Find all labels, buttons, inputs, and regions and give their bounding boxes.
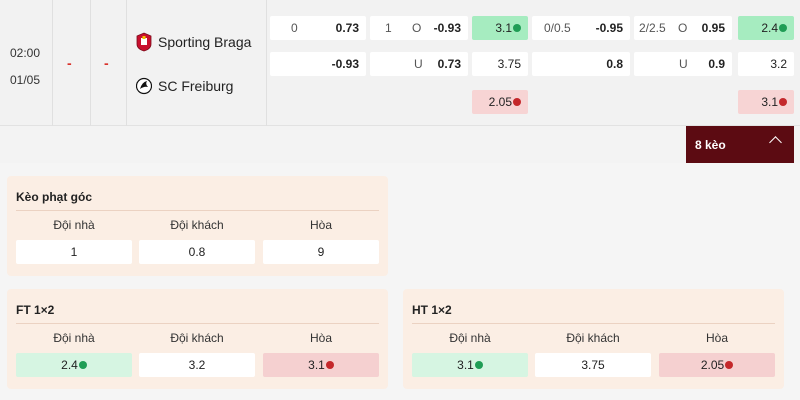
kickoff-date: 01/05: [10, 73, 41, 87]
ht-1x2-away-odds: 3.2: [770, 57, 787, 71]
match-row: 02:00 01/05 - - Sporting Braga SC Freibu…: [0, 0, 800, 126]
ft-1x2-draw[interactable]: 2.05: [472, 90, 528, 114]
more-odds-button[interactable]: 8 kèo: [686, 126, 794, 163]
corner-draw-odds[interactable]: 9: [263, 240, 379, 264]
freiburg-crest-icon: [136, 77, 152, 95]
ht-home-odds[interactable]: 3.1: [412, 353, 528, 377]
away-score: -: [104, 55, 109, 71]
ht-handicap-home[interactable]: 0/0.5 -0.95: [532, 16, 630, 40]
ht-away-odds[interactable]: 3.75: [535, 353, 651, 377]
ft-1x2-away[interactable]: 3.75: [472, 52, 528, 76]
ht-1x2-draw-odds: 3.1: [761, 95, 787, 109]
ft-handicap-away[interactable]: -0.93: [270, 52, 366, 76]
col-head-away: Đội khách: [170, 331, 224, 345]
ht-1x2-card: HT 1×2 Đội nhà Đội khách Hòa 3.1 3.75 2.…: [403, 289, 784, 389]
chevron-up-icon[interactable]: [769, 136, 782, 149]
column-divider: [90, 0, 91, 126]
column-divider: [52, 0, 53, 126]
col-head-home: Đội nhà: [53, 331, 95, 345]
col-head-away: Đội khách: [170, 218, 224, 232]
away-team-name: SC Freiburg: [158, 78, 234, 94]
ht-1x2-draw[interactable]: 3.1: [738, 90, 794, 114]
ft-1x2-draw-odds: 2.05: [489, 95, 521, 109]
col-head-home: Đội nhà: [449, 331, 491, 345]
braga-crest-icon: [136, 32, 152, 52]
ft-handicap-line: 0: [291, 21, 298, 35]
away-team[interactable]: SC Freiburg: [136, 76, 233, 96]
column-divider: [126, 0, 127, 126]
ft-under[interactable]: U 0.73: [370, 52, 468, 76]
ft-over-label: O: [412, 21, 422, 35]
kickoff-time: 02:00 01/05: [10, 40, 40, 94]
ht-handicap-away-odds: 0.8: [606, 57, 623, 71]
corner-card-title: Kèo phạt góc: [16, 190, 93, 204]
ht-over-label: O: [678, 21, 688, 35]
ft-handicap-home-odds: 0.73: [335, 21, 359, 35]
ht-under-label: U: [679, 57, 688, 71]
ft-home-odds-value: 2.4: [61, 358, 87, 372]
home-team[interactable]: Sporting Braga: [136, 32, 251, 52]
ft-draw-odds[interactable]: 3.1: [263, 353, 379, 377]
corner-odds-card: Kèo phạt góc Đội nhà Đội khách Hòa 1 0.8…: [7, 176, 388, 276]
ht-over-odds: 0.95: [701, 21, 725, 35]
ft-1x2-home[interactable]: 3.1: [472, 16, 528, 40]
ht-handicap-line: 0/0.5: [544, 21, 571, 35]
ft-handicap-home[interactable]: 0 0.73: [270, 16, 366, 40]
col-head-draw: Hòa: [705, 331, 728, 345]
card-divider: [16, 210, 379, 211]
ht-over[interactable]: 2/2.5 O 0.95: [634, 16, 732, 40]
ht-ou-line: 2/2.5: [639, 21, 666, 35]
ft-under-odds: 0.73: [437, 57, 461, 71]
ft-under-label: U: [414, 57, 423, 71]
home-score: -: [67, 55, 72, 71]
ht-under-odds: 0.9: [708, 57, 725, 71]
ht-card-title: HT 1×2: [412, 303, 452, 317]
corner-away-odds[interactable]: 0.8: [139, 240, 255, 264]
ft-away-odds[interactable]: 3.2: [139, 353, 255, 377]
ft-over[interactable]: 1 O -0.93: [370, 16, 468, 40]
ht-home-odds-value: 3.1: [457, 358, 483, 372]
ht-1x2-away[interactable]: 3.2: [738, 52, 794, 76]
ft-over-odds: -0.93: [433, 21, 461, 35]
column-divider: [266, 0, 267, 126]
ht-1x2-home-odds: 2.4: [761, 21, 787, 35]
ht-handicap-home-odds: -0.95: [595, 21, 623, 35]
kickoff-hour: 02:00: [10, 46, 41, 60]
col-head-draw: Hòa: [309, 331, 332, 345]
col-head-home: Đội nhà: [53, 218, 95, 232]
expanded-odds-panel: Kèo phạt góc Đội nhà Đội khách Hòa 1 0.8…: [0, 163, 800, 400]
ht-draw-odds-value: 2.05: [701, 358, 733, 372]
ft-handicap-away-odds: -0.93: [331, 57, 359, 71]
corner-home-odds[interactable]: 1: [16, 240, 132, 264]
ft-home-odds[interactable]: 2.4: [16, 353, 132, 377]
col-head-away: Đội khách: [566, 331, 620, 345]
ht-under[interactable]: U 0.9: [634, 52, 732, 76]
ht-handicap-away[interactable]: 0.8: [532, 52, 630, 76]
ft-1x2-card: FT 1×2 Đội nhà Đội khách Hòa 2.4 3.2 3.1: [7, 289, 388, 389]
ht-draw-odds[interactable]: 2.05: [659, 353, 775, 377]
more-odds-label: 8 kèo: [695, 137, 726, 152]
ft-1x2-away-odds: 3.75: [497, 57, 521, 71]
col-head-draw: Hòa: [309, 218, 332, 232]
home-team-name: Sporting Braga: [158, 34, 252, 50]
card-divider: [412, 323, 775, 324]
card-divider: [16, 323, 379, 324]
ft-1x2-home-odds: 3.1: [495, 21, 521, 35]
ft-card-title: FT 1×2: [16, 303, 55, 317]
ft-draw-odds-value: 3.1: [308, 358, 334, 372]
ft-ou-line: 1: [385, 21, 392, 35]
ht-1x2-home[interactable]: 2.4: [738, 16, 794, 40]
